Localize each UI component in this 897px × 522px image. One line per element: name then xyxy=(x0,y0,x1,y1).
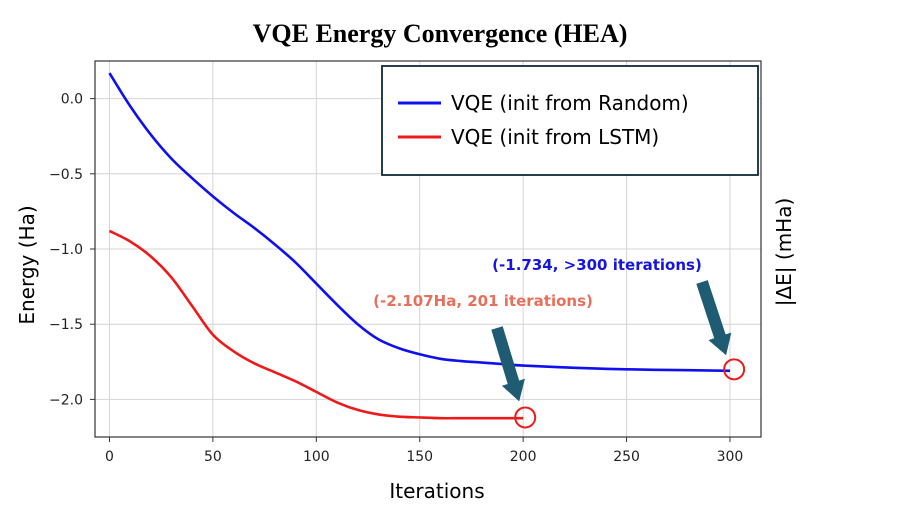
end-markers xyxy=(514,358,746,429)
series-lines xyxy=(108,72,730,420)
legend-label-lstm: VQE (init from LSTM) xyxy=(451,125,659,149)
x-tick-label: 100 xyxy=(303,449,330,465)
y-tick-label: −2.0 xyxy=(49,392,83,408)
legend: VQE (init from Random) VQE (init from LS… xyxy=(381,65,759,176)
arrow-to-random-end xyxy=(696,280,732,356)
x-tick-label: 50 xyxy=(204,449,222,465)
marker-random-end xyxy=(723,358,746,381)
series-line-random xyxy=(108,72,730,373)
y2-axis-label: |ΔE| (mHa) xyxy=(772,198,796,307)
annotation-lstm: (-2.107Ha, 201 iterations) xyxy=(373,292,593,310)
marker-lstm-end xyxy=(514,406,537,429)
arrow-to-lstm-end xyxy=(491,326,525,402)
x-tick-label: 200 xyxy=(510,449,537,465)
y-tick-label: −1.0 xyxy=(49,242,83,258)
legend-label-random: VQE (init from Random) xyxy=(451,91,689,115)
x-tick-label: 250 xyxy=(613,449,640,465)
series-line-lstm xyxy=(108,229,524,420)
x-tick-label: 0 xyxy=(105,449,114,465)
x-tick-label: 150 xyxy=(406,449,433,465)
y-tick-label: 0.0 xyxy=(61,92,83,108)
legend-box xyxy=(381,65,759,176)
annotation-arrows xyxy=(491,280,732,402)
x-tick-label: 300 xyxy=(717,449,744,465)
y-axis-label: Energy (Ha) xyxy=(15,205,39,324)
y-tick-label: −0.5 xyxy=(49,167,83,183)
axis-ticks: 0 50 100 150 200 250 300 0.0 −0.5 −1.0 −1.5 −2.0 xyxy=(49,92,743,465)
y-tick-label: −1.5 xyxy=(49,317,83,333)
chart-title: VQE Energy Convergence (HEA) xyxy=(253,19,628,48)
annotation-random: (-1.734, >300 iterations) xyxy=(492,256,702,274)
x-axis-label: Iterations xyxy=(389,479,484,503)
